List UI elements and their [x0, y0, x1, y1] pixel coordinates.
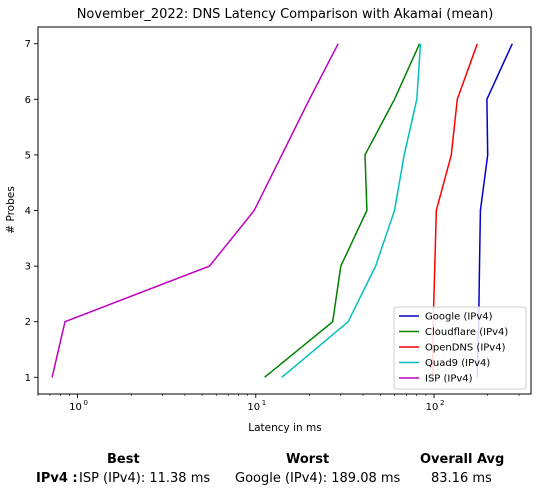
- x-axis-label: Latency in ms: [248, 422, 321, 434]
- legend: Google (IPv4) Cloudflare (IPv4) OpenDNS (I…: [393, 306, 527, 390]
- y-tick-label: 3: [25, 262, 31, 273]
- summary-avg-header: Overall Avg: [420, 452, 505, 467]
- series-line-1: [264, 43, 421, 378]
- legend-box: [393, 306, 527, 390]
- x-tick-label: 10: [247, 402, 260, 413]
- legend-label: OpenDNS (IPv4): [425, 343, 506, 354]
- x-tick-exponent: 2: [440, 399, 444, 407]
- y-tick-label: 2: [25, 317, 31, 328]
- x-tick-exponent: 0: [84, 399, 88, 407]
- summary-worst-value: Google (IPv4): 189.08 ms: [235, 471, 401, 486]
- x-axis-ticks: 10 0 10 1 10 2: [37, 394, 520, 413]
- y-tick-label: 4: [25, 206, 31, 217]
- y-axis-label: # Probes: [5, 186, 17, 233]
- y-axis-ticks: 1 2 3 4 5 6 7: [25, 39, 38, 384]
- y-tick-label: 1: [25, 373, 31, 384]
- summary-best-header: Best: [107, 452, 140, 467]
- series-line-3: [281, 43, 422, 378]
- x-tick-exponent: 1: [262, 399, 266, 407]
- legend-label: ISP (IPv4): [425, 374, 473, 385]
- legend-label: Cloudflare (IPv4): [425, 327, 508, 338]
- legend-label: Quad9 (IPv4): [425, 358, 490, 369]
- latency-chart: November_2022: DNS Latency Comparison wi…: [5, 7, 532, 434]
- summary-worst-header: Worst: [286, 452, 330, 467]
- summary-best-value: ISP (IPv4): 11.38 ms: [79, 471, 211, 486]
- summary-avg-value: 83.16 ms: [431, 471, 492, 486]
- y-tick-label: 7: [25, 39, 31, 50]
- x-tick-label: 10: [69, 402, 82, 413]
- legend-label: Google (IPv4): [425, 312, 493, 323]
- y-tick-label: 6: [25, 95, 31, 106]
- x-tick-label: 10: [426, 402, 439, 413]
- series-line-4: [51, 43, 339, 378]
- summary-row-label: IPv4 :: [36, 471, 78, 486]
- y-tick-label: 5: [25, 150, 31, 161]
- chart-title: November_2022: DNS Latency Comparison wi…: [77, 7, 494, 22]
